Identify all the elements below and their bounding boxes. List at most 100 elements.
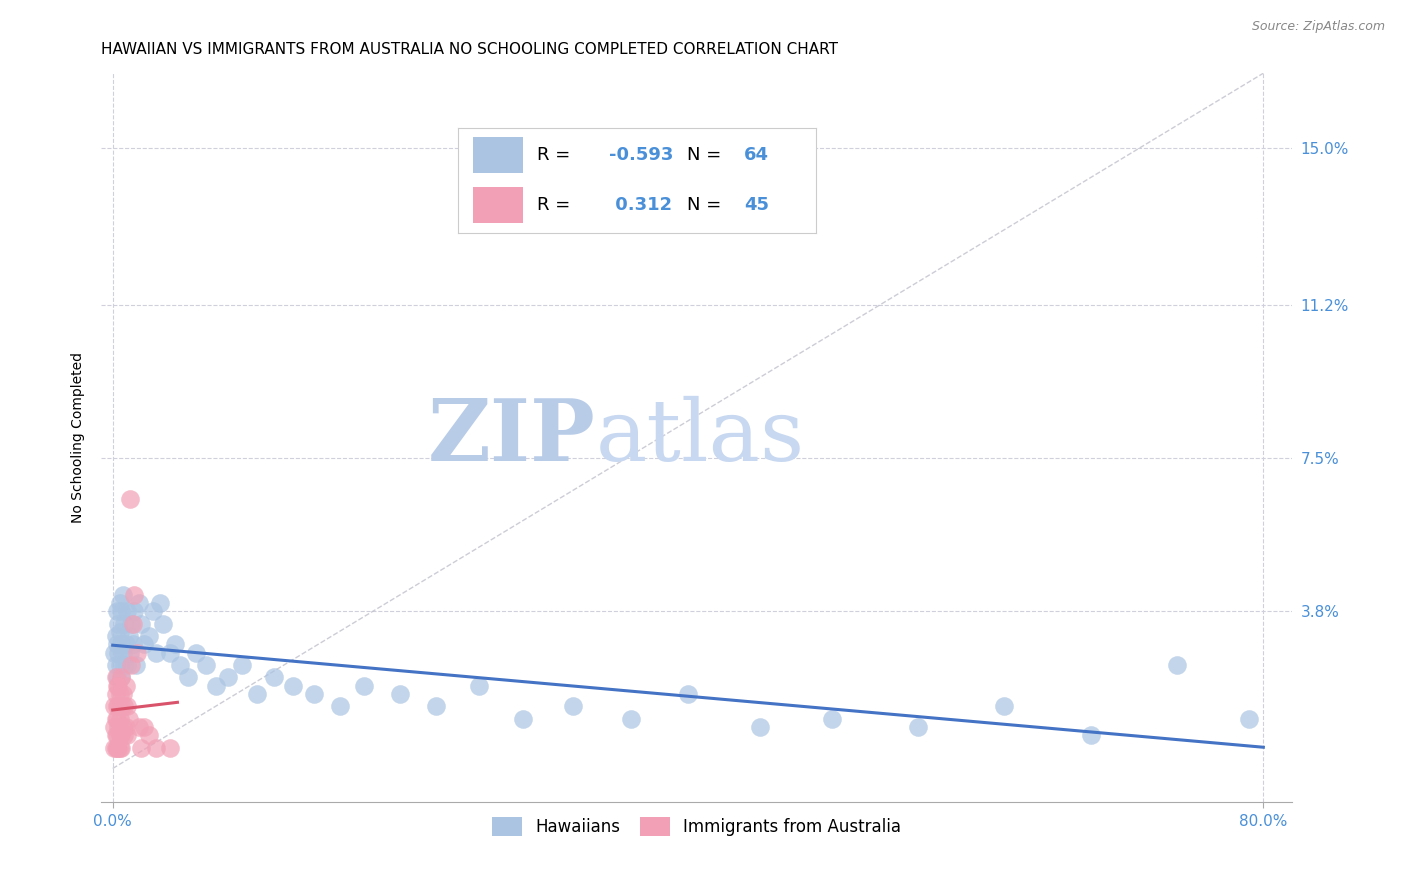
Point (105, 712, 128, 726)
Point (104, 728, 127, 742)
Point (152, 616, 174, 631)
Point (676, 687, 699, 701)
Point (128, 596, 150, 610)
Point (231, 658, 253, 673)
Point (110, 670, 132, 684)
Point (169, 658, 191, 673)
Point (120, 616, 142, 631)
Point (115, 658, 138, 673)
Point (110, 699, 132, 714)
Point (104, 658, 127, 673)
Point (104, 740, 127, 755)
Point (114, 679, 136, 693)
Point (195, 658, 218, 673)
Point (110, 740, 132, 755)
Legend: Hawaiians, Immigrants from Australia: Hawaiians, Immigrants from Australia (484, 808, 910, 844)
Point (163, 637, 186, 651)
Point (749, 720, 772, 734)
Point (159, 646, 181, 660)
Point (159, 740, 181, 755)
Point (112, 616, 135, 631)
Point (114, 720, 136, 734)
Point (107, 679, 129, 693)
Point (104, 629, 127, 643)
Point (108, 658, 131, 673)
Point (993, 699, 1015, 714)
Point (619, 712, 641, 726)
Point (205, 679, 228, 693)
Point (107, 646, 129, 660)
Point (110, 728, 132, 742)
Point (110, 670, 132, 684)
Point (104, 687, 127, 701)
Point (105, 740, 128, 755)
Point (353, 679, 375, 693)
Point (120, 658, 142, 673)
Point (186, 646, 208, 660)
Text: Source: ZipAtlas.com: Source: ZipAtlas.com (1251, 20, 1385, 33)
Point (108, 624, 131, 639)
Point (125, 658, 148, 673)
Point (117, 712, 139, 726)
Point (124, 604, 146, 618)
Point (112, 658, 135, 673)
Point (108, 740, 131, 755)
Point (131, 616, 153, 631)
Point (107, 616, 129, 631)
Point (105, 637, 128, 651)
Point (134, 720, 156, 734)
Point (118, 492, 141, 507)
Point (128, 720, 150, 734)
Point (105, 728, 128, 742)
Point (176, 670, 198, 684)
Point (124, 588, 146, 602)
Point (117, 629, 139, 643)
Point (131, 740, 153, 755)
Point (142, 604, 165, 618)
Point (108, 687, 131, 701)
Point (512, 712, 534, 726)
Point (145, 646, 167, 660)
Point (1237, 712, 1260, 726)
Point (108, 596, 131, 610)
Point (114, 637, 136, 651)
Point (111, 646, 134, 660)
Point (245, 687, 267, 701)
Text: atlas: atlas (595, 396, 804, 479)
Point (329, 699, 352, 714)
Point (103, 740, 125, 755)
Point (389, 687, 412, 701)
Text: HAWAIIAN VS IMMIGRANTS FROM AUSTRALIA NO SCHOOLING COMPLETED CORRELATION CHART: HAWAIIAN VS IMMIGRANTS FROM AUSTRALIA NO… (101, 42, 838, 57)
Point (562, 699, 585, 714)
Point (425, 699, 447, 714)
Point (111, 687, 134, 701)
Point (138, 629, 160, 643)
Point (907, 720, 929, 734)
Point (1166, 658, 1188, 673)
Point (121, 637, 143, 651)
Point (110, 637, 132, 651)
Point (111, 720, 134, 734)
Point (138, 728, 160, 742)
Point (107, 720, 129, 734)
Point (107, 740, 129, 755)
Point (115, 604, 138, 618)
Point (134, 637, 156, 651)
Point (104, 670, 127, 684)
Point (263, 670, 285, 684)
Point (127, 646, 149, 660)
Point (103, 699, 125, 714)
Point (103, 720, 125, 734)
Point (1080, 728, 1102, 742)
Point (118, 646, 141, 660)
Point (111, 588, 134, 602)
Point (281, 679, 304, 693)
Point (107, 699, 129, 714)
Point (112, 699, 135, 714)
Point (468, 679, 491, 693)
Point (115, 699, 138, 714)
Point (104, 712, 127, 726)
Point (105, 679, 128, 693)
Point (302, 687, 325, 701)
Point (149, 596, 172, 610)
